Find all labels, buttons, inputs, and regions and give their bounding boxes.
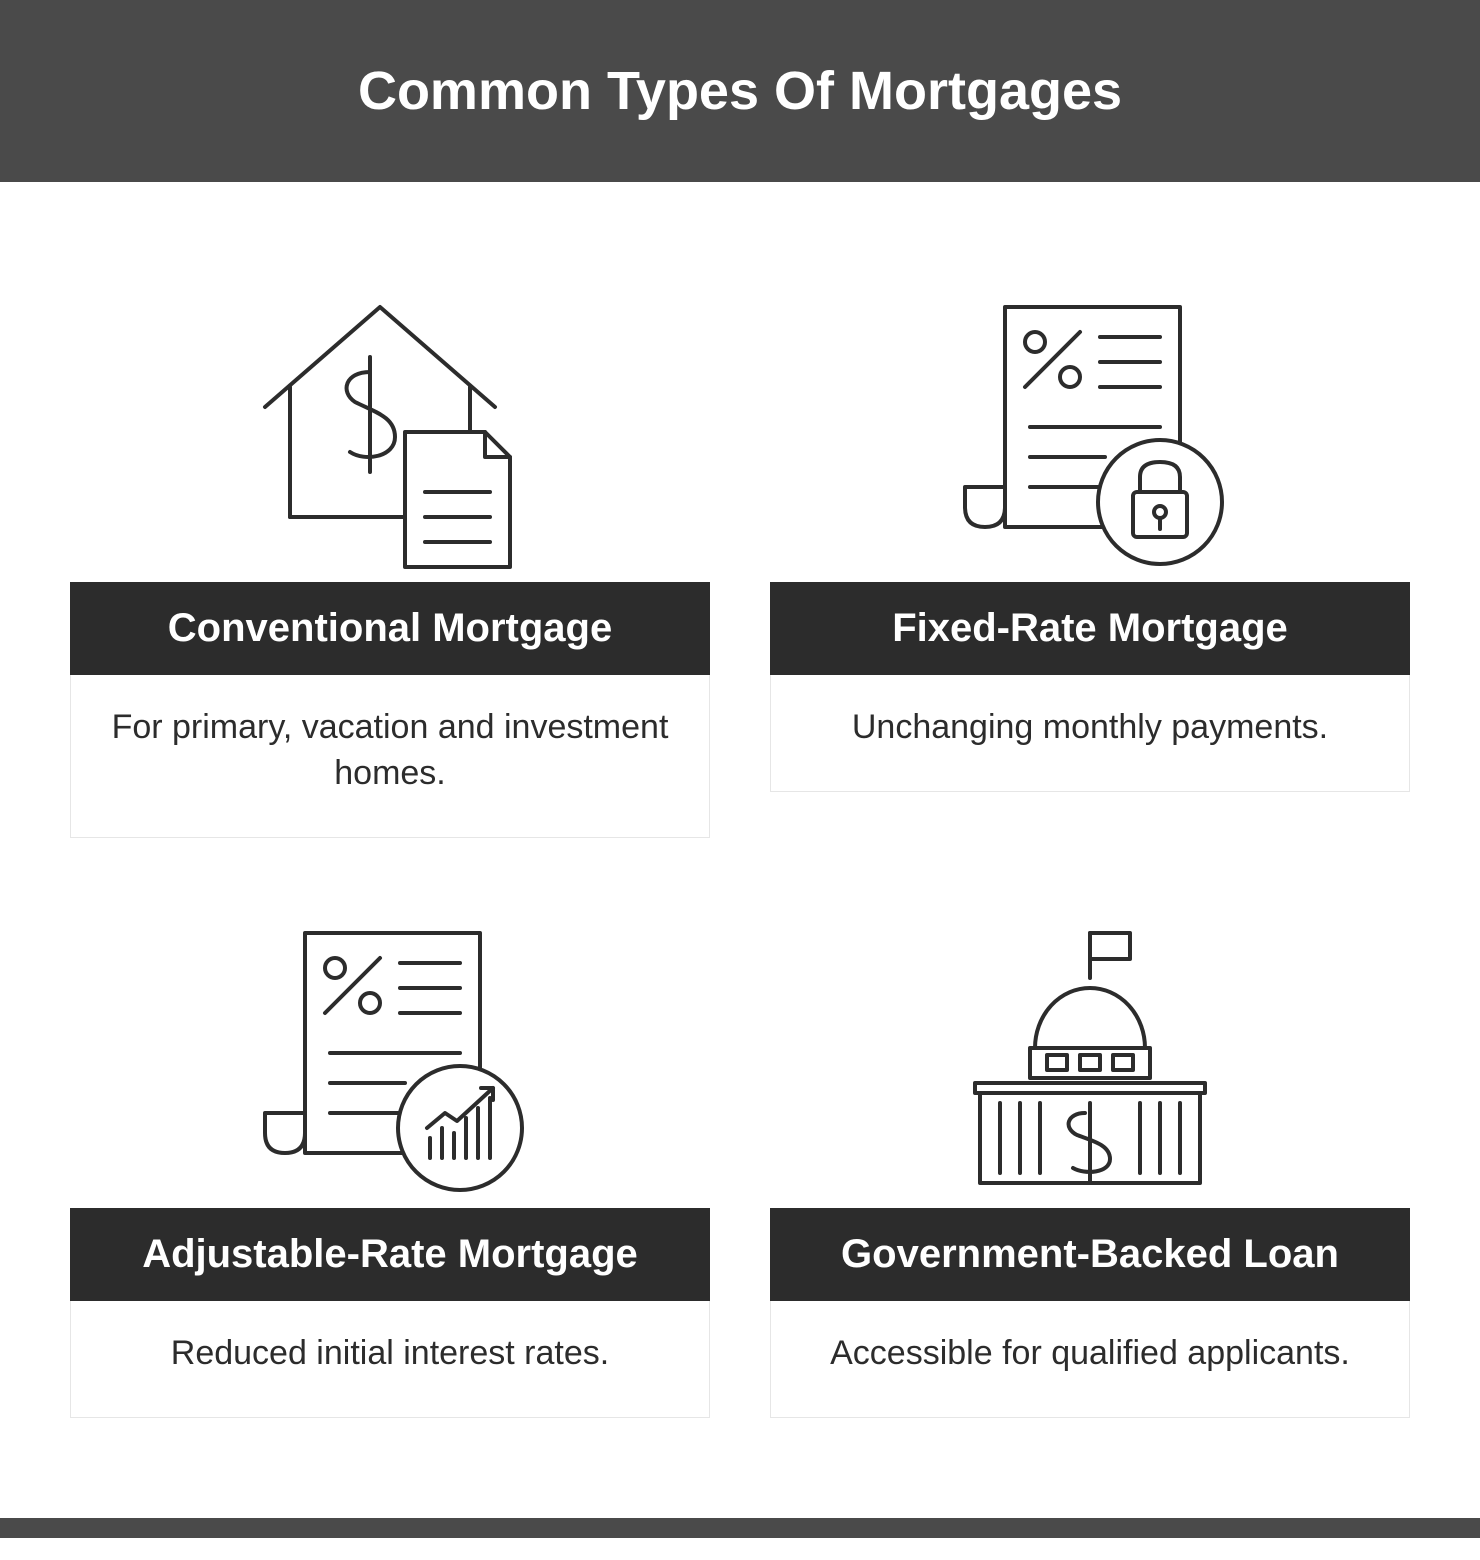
card-fixed-rate: Fixed-Rate Mortgage Unchanging monthly p… bbox=[770, 272, 1410, 838]
card-desc: Accessible for qualified applicants. bbox=[770, 1301, 1410, 1418]
house-dollar-doc-icon bbox=[235, 272, 545, 582]
card-desc: Reduced initial interest rates. bbox=[70, 1301, 710, 1418]
card-government-backed: Government-Backed Loan Accessible for qu… bbox=[770, 898, 1410, 1418]
footer-bar bbox=[0, 1518, 1480, 1538]
card-desc: For primary, vacation and investment hom… bbox=[70, 675, 710, 838]
card-conventional: Conventional Mortgage For primary, vacat… bbox=[70, 272, 710, 838]
card-desc: Unchanging monthly payments. bbox=[770, 675, 1410, 792]
card-grid: Conventional Mortgage For primary, vacat… bbox=[0, 182, 1480, 1478]
rate-doc-lock-icon bbox=[935, 272, 1245, 582]
card-title: Conventional Mortgage bbox=[70, 582, 710, 675]
rate-doc-chart-icon bbox=[235, 898, 545, 1208]
card-adjustable-rate: Adjustable-Rate Mortgage Reduced initial… bbox=[70, 898, 710, 1418]
card-title: Government-Backed Loan bbox=[770, 1208, 1410, 1301]
card-title: Fixed-Rate Mortgage bbox=[770, 582, 1410, 675]
card-title: Adjustable-Rate Mortgage bbox=[70, 1208, 710, 1301]
government-building-icon bbox=[935, 898, 1245, 1208]
page-title: Common Types Of Mortgages bbox=[0, 0, 1480, 182]
